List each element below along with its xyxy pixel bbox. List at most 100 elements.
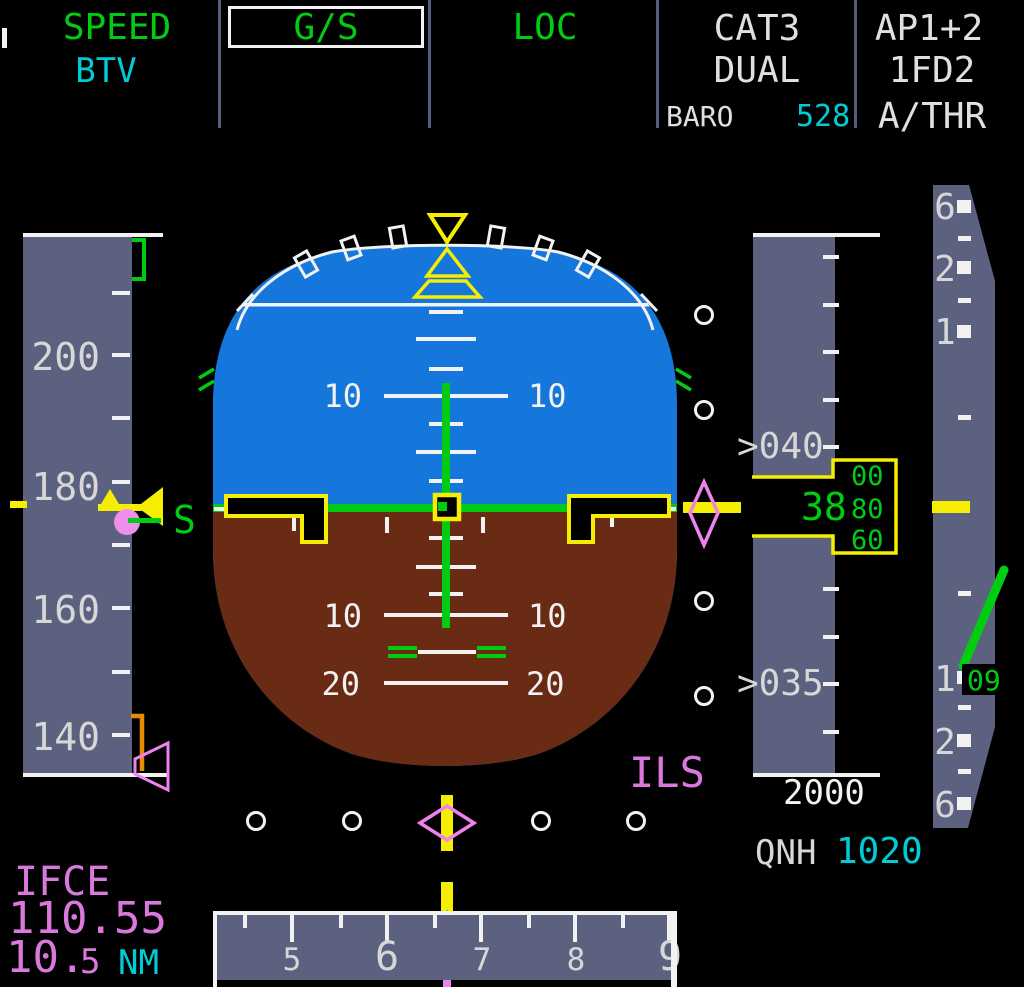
ground-heading-ticks (292, 513, 614, 533)
vs-needle (958, 565, 1009, 671)
fma-loc-mode: LOC (512, 7, 578, 48)
pitch-mark (416, 337, 476, 341)
ils-distance: 10. (6, 932, 86, 983)
bank-protection-chevrons (198, 367, 692, 392)
altitude-tape-bottom-border (753, 773, 880, 777)
min-speed-flag (133, 740, 170, 793)
heading-tape-top-border (213, 911, 677, 915)
speed-label: 180 (31, 465, 100, 509)
fma-autothrust: A/THR (877, 96, 987, 137)
vs-value-backplate (962, 664, 1010, 695)
loc-scale-dot (246, 811, 266, 831)
heading-label: 8 (566, 942, 586, 978)
heading-tape (213, 911, 677, 987)
fma-divider (854, 0, 857, 128)
attitude-indicator (198, 213, 692, 766)
fma-divider (218, 0, 221, 128)
fma-gs-mode: G/S (293, 7, 359, 48)
right-wing-symbol (567, 494, 671, 544)
speed-tape (10, 233, 170, 793)
loc-scale-dot (342, 811, 362, 831)
fma-speed-mode: SPEED (62, 7, 172, 48)
fma-divider (428, 0, 431, 128)
heading-label: 7 (472, 942, 492, 978)
gs-scale-dot (694, 305, 714, 325)
fma-baro-label: BARO (666, 100, 734, 133)
speed-label: 200 (31, 335, 100, 379)
fma-flight-director: 1FD2 (888, 50, 976, 91)
upper-horizon-line (213, 303, 677, 307)
loc-deviation-diamond (416, 803, 478, 843)
vertical-speed-indicator (932, 185, 1010, 828)
gs-scale-dot (694, 400, 714, 420)
vs-scale-label: 2 (934, 249, 956, 290)
pitch-label: 10 (323, 377, 362, 415)
speed-pointer-bar (98, 504, 142, 511)
center-square-fd-dot (438, 502, 447, 511)
gs-scale-center-bar (683, 502, 741, 513)
ils-flag: ILS (629, 748, 705, 797)
loc-index-bar (441, 795, 453, 851)
fma-landing-category: CAT3 (713, 8, 801, 49)
vs-scale-label: 6 (934, 785, 956, 826)
heading-label: 5 (282, 942, 302, 978)
gs-scale-dot (694, 591, 714, 611)
loc-scale-dot (626, 811, 646, 831)
altitude-readout-main: 38 (801, 485, 847, 529)
vs-scale-marks (957, 200, 971, 810)
altitude-drum-center: 80 (851, 494, 884, 525)
heading-label: 6 (374, 934, 400, 980)
pitch-label: 10 (528, 597, 567, 635)
ils-ident: IFCE (14, 859, 111, 905)
vs-value: 09 (967, 664, 1001, 697)
pitch-mark (418, 650, 476, 654)
heading-tape-right-border (671, 911, 677, 987)
sideslip-indicator-icon (411, 279, 484, 299)
altitude-tape-top-border (753, 233, 880, 237)
roll-index-triangle-icon (423, 246, 472, 278)
fma-gs-box: G/S (228, 6, 424, 48)
vls-bracket (131, 713, 145, 771)
gs-scale-dot (694, 686, 714, 706)
altitude-label-upper: >040 (737, 426, 824, 467)
altitude-tape-ticks (823, 255, 839, 734)
roll-scale-ticks (235, 224, 659, 313)
qnh-value: 1020 (836, 831, 923, 872)
roll-fixed-pointer-icon (426, 213, 469, 246)
s-speed-marker: S (173, 498, 196, 542)
vs-scale-label: 1 (934, 659, 956, 700)
screen-edge-mark (2, 28, 7, 48)
altitude-tape (683, 233, 898, 777)
fma-autopilot: AP1+2 (874, 8, 984, 49)
speed-label: 140 (31, 715, 100, 759)
speed-reference-dash (10, 501, 27, 508)
altitude-readout-window (752, 458, 898, 555)
pitch-mark (429, 367, 463, 371)
pitch-mark-20down (384, 681, 508, 685)
speed-tape-bottom-border (23, 773, 168, 777)
heading-tape-ticks (243, 915, 671, 942)
heading-label: 9 (657, 934, 683, 980)
heading-tape-left-border (213, 911, 217, 987)
ils-distance-decimal: 5 (80, 942, 101, 982)
pitch-label: 10 (528, 377, 567, 415)
speed-label: 160 (31, 588, 100, 632)
vs-zero-reference (932, 501, 970, 513)
speed-trend-bracket (132, 238, 146, 281)
vs-scale-label: 2 (934, 722, 956, 763)
speed-trend-line (128, 518, 161, 523)
altitude-drum-above: 00 (851, 461, 884, 492)
altitude-drum-below: 60 (851, 525, 884, 556)
altitude-label-lower: >035 (737, 663, 824, 704)
speed-tape-top-border (23, 233, 163, 237)
fma-baro-value: 528 (796, 99, 851, 134)
ils-frequency: 110.55 (8, 893, 167, 944)
pitch-green-dashes (388, 646, 506, 658)
speed-pointer-arrow-icon (137, 487, 163, 526)
gs-deviation-diamond (688, 477, 720, 550)
vs-scale-label: 1 (934, 312, 956, 353)
dome-arc (235, 243, 655, 331)
pitch-label: 20 (321, 665, 360, 703)
ils-distance-unit: NM (118, 943, 159, 983)
